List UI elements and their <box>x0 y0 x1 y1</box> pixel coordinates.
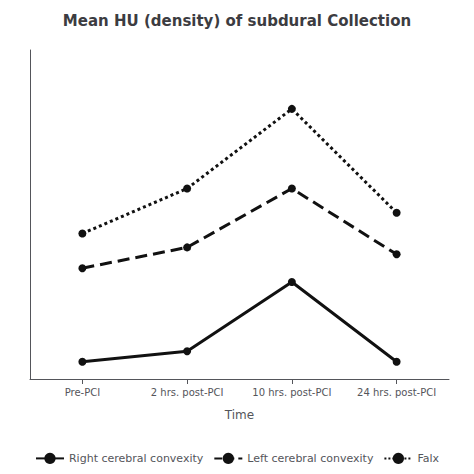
svg-text:10 hrs. post-PCI: 10 hrs. post-PCI <box>252 387 331 398</box>
svg-text:Falx: Falx <box>417 452 439 465</box>
svg-text:Pre-PCI: Pre-PCI <box>65 387 100 398</box>
svg-text:Time: Time <box>224 408 254 422</box>
svg-text:Mean HU (density) of subdural: Mean HU (density) of subdural Collection <box>63 12 411 30</box>
svg-text:2 hrs. post-PCI: 2 hrs. post-PCI <box>151 387 224 398</box>
svg-text:24 hrs. post-PCI: 24 hrs. post-PCI <box>357 387 436 398</box>
svg-text:Left cerebral convexity: Left cerebral convexity <box>247 452 374 465</box>
svg-text:Right cerebral convexity: Right cerebral convexity <box>69 452 204 465</box>
